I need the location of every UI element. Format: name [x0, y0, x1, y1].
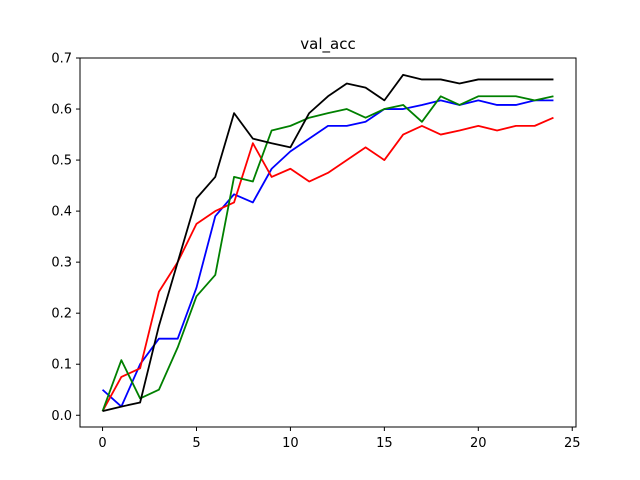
x-axis: 0 5 10 15 20 25 — [98, 427, 581, 451]
x-tick-label: 15 — [376, 436, 393, 451]
series-line-3 — [101, 95, 554, 412]
x-tick-label: 10 — [282, 436, 299, 451]
y-tick-label: 0.5 — [51, 154, 72, 169]
y-tick-label: 0.7 — [51, 52, 72, 67]
y-tick-label: 0.6 — [51, 103, 72, 118]
y-tick-label: 0.0 — [51, 409, 72, 424]
y-axis: 0.0 0.1 0.2 0.3 0.4 0.5 0.6 0.7 — [51, 52, 80, 424]
plot-area-frame — [79, 57, 577, 428]
x-tick-label: 0 — [98, 436, 106, 451]
chart-title: val_acc — [300, 35, 355, 54]
y-tick-label: 0.4 — [51, 205, 72, 220]
series-line-4 — [102, 73, 554, 413]
x-tick-label: 20 — [470, 436, 487, 451]
x-tick-label: 25 — [564, 436, 581, 451]
series-layer — [101, 73, 554, 413]
y-tick-label: 0.1 — [51, 358, 72, 373]
x-tick-label: 5 — [192, 436, 200, 451]
y-tick-label: 0.2 — [51, 307, 72, 322]
series-line-1 — [101, 99, 554, 408]
y-tick-label: 0.3 — [51, 256, 72, 271]
